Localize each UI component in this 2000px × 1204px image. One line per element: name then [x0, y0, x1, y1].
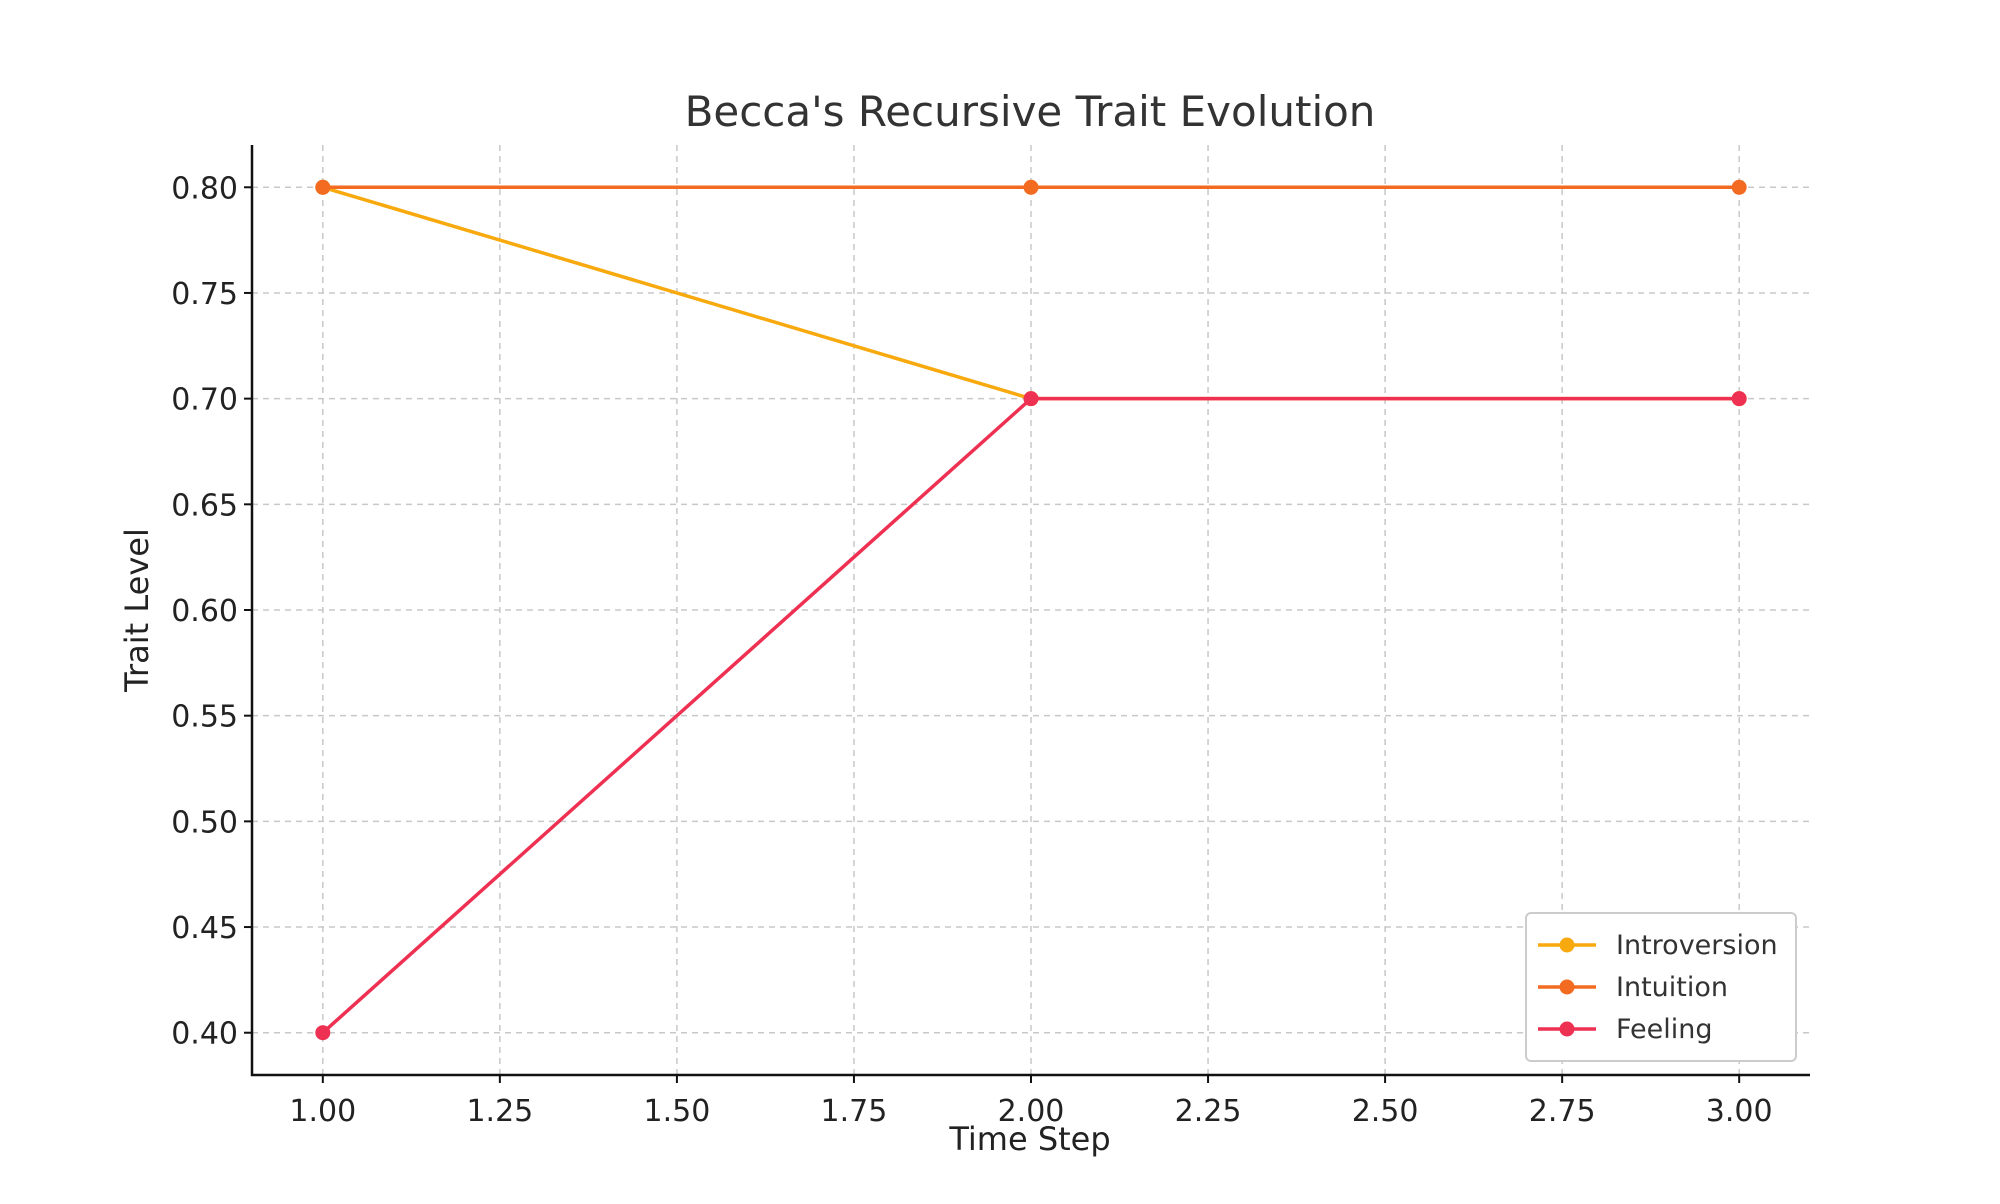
legend-item: Introversion [1538, 930, 1778, 961]
x-tick-label: 1.75 [821, 1094, 888, 1129]
x-tick-label: 1.00 [289, 1094, 356, 1129]
x-tick-label: 1.25 [466, 1094, 533, 1129]
legend-label: Feeling [1616, 1014, 1713, 1045]
y-tick-label: 0.80 [171, 171, 238, 206]
x-axis-label: Time Step [948, 1120, 1110, 1158]
x-tick-label: 3.00 [1706, 1094, 1773, 1129]
series-group [315, 179, 1747, 1041]
legend-item: Feeling [1538, 1014, 1713, 1045]
x-tick-label: 2.25 [1175, 1094, 1242, 1129]
chart-title: Becca's Recursive Trait Evolution [685, 87, 1376, 136]
legend-swatch-marker [1559, 979, 1575, 995]
legend-swatch-marker [1559, 937, 1575, 953]
y-tick-label: 0.50 [171, 805, 238, 840]
y-tick-label: 0.75 [171, 277, 238, 312]
y-tick-label: 0.60 [171, 594, 238, 629]
legend-label: Intuition [1616, 972, 1728, 1003]
series-feeling [315, 391, 1747, 1041]
y-tick-label: 0.70 [171, 383, 238, 418]
legend-label: Introversion [1616, 930, 1778, 961]
x-tick-label: 2.00 [998, 1094, 1065, 1129]
y-tick-label: 0.55 [171, 700, 238, 735]
legend-box [1525, 912, 1797, 1062]
data-point [315, 179, 331, 195]
y-tick-label: 0.65 [171, 488, 238, 523]
axes: 1.00 1.25 1.50 1.75 2.00 2.25 2.50 2.75 3.00 0.40… [171, 145, 1810, 1129]
data-point [1731, 391, 1747, 407]
y-axis-label: Trait Level [118, 528, 156, 693]
data-point [315, 1025, 331, 1041]
legend: Introversion Intuition Feeling [1525, 912, 1797, 1062]
data-point [1023, 391, 1039, 407]
x-tick-label: 2.50 [1352, 1094, 1419, 1129]
data-point [1731, 179, 1747, 195]
legend-item: Intuition [1538, 972, 1728, 1003]
data-point [1023, 179, 1039, 195]
x-tick-label: 2.75 [1529, 1094, 1596, 1129]
x-tick-label: 1.50 [644, 1094, 711, 1129]
legend-swatch-marker [1559, 1021, 1575, 1037]
y-tick-label: 0.40 [171, 1017, 238, 1052]
series-intuition [315, 179, 1747, 195]
axis-spines [250, 145, 1810, 1077]
y-tick-label: 0.45 [171, 911, 238, 946]
